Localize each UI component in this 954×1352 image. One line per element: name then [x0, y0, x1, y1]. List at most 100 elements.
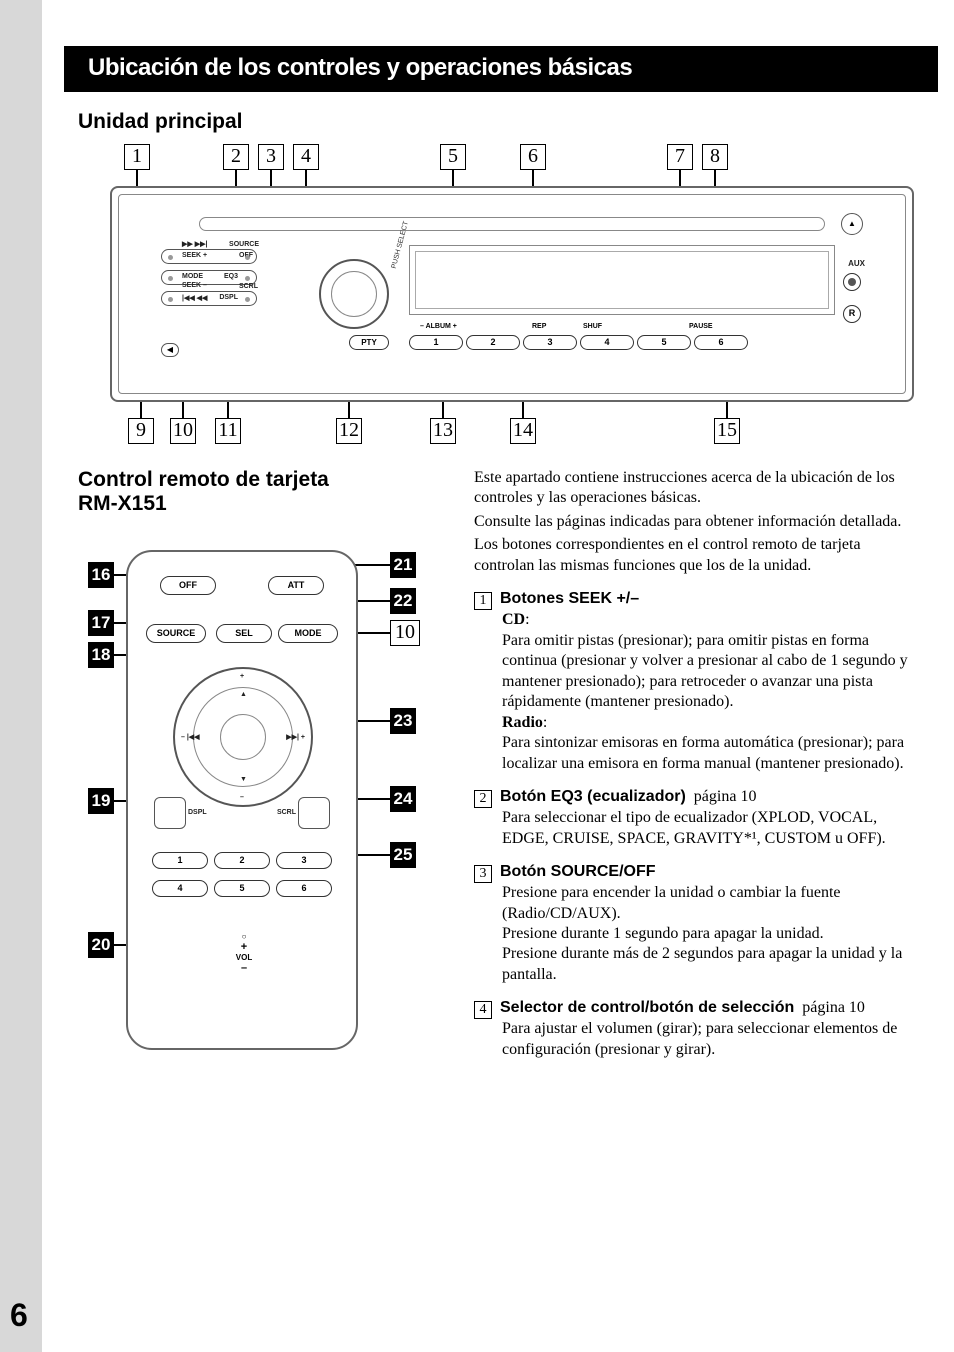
item-num-2: 2 [474, 790, 492, 808]
sel-button: SEL [216, 624, 272, 643]
callout-16: 16 [88, 562, 114, 588]
callout-25: 25 [390, 842, 416, 868]
scrl-label-remote: SCRL [277, 809, 296, 816]
callout-7: 7 [667, 144, 693, 170]
callout-9: 9 [128, 418, 154, 444]
preset-button-6: 6 [694, 335, 748, 350]
remote-heading-l1: Control remoto de tarjeta [78, 468, 329, 491]
left-button-group: ▶▶ ▶▶| SEEK + SOURCE OFF MODE EQ3 [161, 249, 257, 312]
preset-button-4: 4 [580, 335, 634, 350]
vol-label: VOL [224, 953, 264, 962]
item-body: CD:Para omitir pistas (presionar); para … [502, 610, 918, 774]
item-title: Selector de control/botón de selección [500, 999, 794, 1016]
intro-p3: Los botones correspondientes en el contr… [474, 535, 918, 576]
album-label: – ALBUM + [420, 323, 457, 330]
seek-minus-label: SEEK – [182, 282, 207, 289]
callout-8: 8 [702, 144, 728, 170]
remote-column: Control remoto de tarjeta RM-X151 161718… [78, 468, 438, 1072]
pause-label: PAUSE [689, 323, 713, 330]
remote-preset-4: 4 [152, 880, 208, 897]
dspl-label: DSPL [219, 294, 238, 301]
item-body: Presione para encender la unidad o cambi… [502, 883, 918, 985]
disc-slot [199, 217, 825, 231]
item-3: 3 Botón SOURCE/OFF Presione para encender … [474, 863, 918, 985]
preset-button-2: 2 [466, 335, 520, 350]
mode-label: MODE [182, 273, 203, 280]
remote-heading-l2: RM-X151 [78, 492, 167, 515]
description-column: Este apartado contiene instrucciones ace… [474, 468, 918, 1072]
callout-21: 21 [390, 552, 416, 578]
seek-rev-icon: |◀◀ ◀◀ [182, 294, 207, 302]
main-unit-heading: Unidad principal [78, 110, 954, 134]
preset-button-5: 5 [637, 335, 691, 350]
item-page-ref: página 10 [798, 999, 865, 1016]
eq3-label: EQ3 [224, 273, 238, 280]
callout-10: 10 [170, 418, 196, 444]
pty-button: PTY [349, 335, 389, 350]
callout-2: 2 [223, 144, 249, 170]
remote-preset-6: 6 [276, 880, 332, 897]
number-button-row: 123456 [409, 335, 748, 350]
title-bar: Ubicación de los controles y operaciones… [64, 46, 938, 92]
callout-17: 17 [88, 610, 114, 636]
intro-p2: Consulte las páginas indicadas para obte… [474, 512, 918, 532]
preset-button-1: 1 [409, 335, 463, 350]
source-label: SOURCE [229, 241, 259, 248]
page-number: 6 [10, 1297, 28, 1334]
remote-preset-2: 2 [214, 852, 270, 869]
item-1: 1Botones SEEK +/–CD:Para omitir pistas (… [474, 590, 918, 774]
callout-5: 5 [440, 144, 466, 170]
item-body: Para ajustar el volumen (girar); para se… [502, 1019, 918, 1060]
off-button: OFF [160, 576, 216, 595]
eject-button: ▲ [841, 213, 863, 235]
ir-receiver: R [843, 305, 861, 323]
aux-label: AUX [848, 259, 865, 268]
preset-button-3: 3 [523, 335, 577, 350]
seek-plus-label: SEEK + [182, 252, 207, 259]
item-page-ref: página 10 [690, 788, 757, 805]
remote-body: OFF ATT SOURCE SEL MODE + ▲ ▼ – – |◀◀ ▶▶… [126, 550, 358, 1050]
intro-p1: Este apartado contiene instrucciones ace… [474, 468, 918, 509]
remote-figure: 1617181920 212223242510 OFF ATT SOURCE S… [88, 532, 438, 1072]
callout-24: 24 [390, 786, 416, 812]
page-content: Ubicación de los controles y operaciones… [42, 0, 954, 1352]
item-num-4: 4 [474, 1001, 492, 1019]
display-window [409, 245, 835, 315]
remote-num-row-1: 123 [152, 852, 332, 869]
main-unit-body: ▲ ▶▶ ▶▶| SEEK + SOURCE OFF MODE EQ3 [110, 186, 914, 402]
item-title: Botón SOURCE/OFF [500, 863, 656, 880]
callout-18: 18 [88, 642, 114, 668]
seek-minus-button: SEEK – |◀◀ ◀◀ SCRL DSPL [161, 291, 257, 306]
item-2: 2 Botón EQ3 (ecualizador) página 10 Para s… [474, 788, 918, 849]
rep-label: REP [532, 323, 546, 330]
dspl-button [154, 797, 186, 829]
callout-14: 14 [510, 418, 536, 444]
lower-columns: Control remoto de tarjeta RM-X151 161718… [78, 468, 918, 1072]
att-button: ATT [268, 576, 324, 595]
vol-group: ○ + VOL – [224, 932, 264, 974]
remote-preset-3: 3 [276, 852, 332, 869]
callout-23: 23 [390, 708, 416, 734]
main-unit-inner: ▲ ▶▶ ▶▶| SEEK + SOURCE OFF MODE EQ3 [118, 194, 906, 394]
callout-15: 15 [714, 418, 740, 444]
remote-preset-5: 5 [214, 880, 270, 897]
callout-10-remote: 10 [390, 620, 420, 646]
callout-22: 22 [390, 588, 416, 614]
callout-20: 20 [88, 932, 114, 958]
aux-jack [843, 273, 861, 291]
item-title: Botones SEEK +/– [500, 590, 639, 607]
item-num-3: 3 [474, 865, 492, 883]
shuf-label: SHUF [583, 323, 602, 330]
callout-4: 4 [293, 144, 319, 170]
seek-plus-button: ▶▶ ▶▶| SEEK + SOURCE OFF [161, 249, 257, 264]
dpad: + ▲ ▼ – – |◀◀ ▶▶| + [173, 667, 313, 807]
source-button: SOURCE [146, 624, 206, 643]
item-body: Para seleccionar el tipo de ecualizador … [502, 808, 918, 849]
remote-preset-1: 1 [152, 852, 208, 869]
item-title: Botón EQ3 (ecualizador) [500, 788, 686, 805]
left-margin-stripe [0, 0, 42, 1352]
remote-heading: Control remoto de tarjeta RM-X151 [78, 468, 438, 516]
callout-3: 3 [258, 144, 284, 170]
control-dial [319, 259, 389, 329]
main-unit-figure: 12345678 9101112131415 ▲ ▶▶ ▶▶| SEEK + S… [110, 144, 914, 444]
